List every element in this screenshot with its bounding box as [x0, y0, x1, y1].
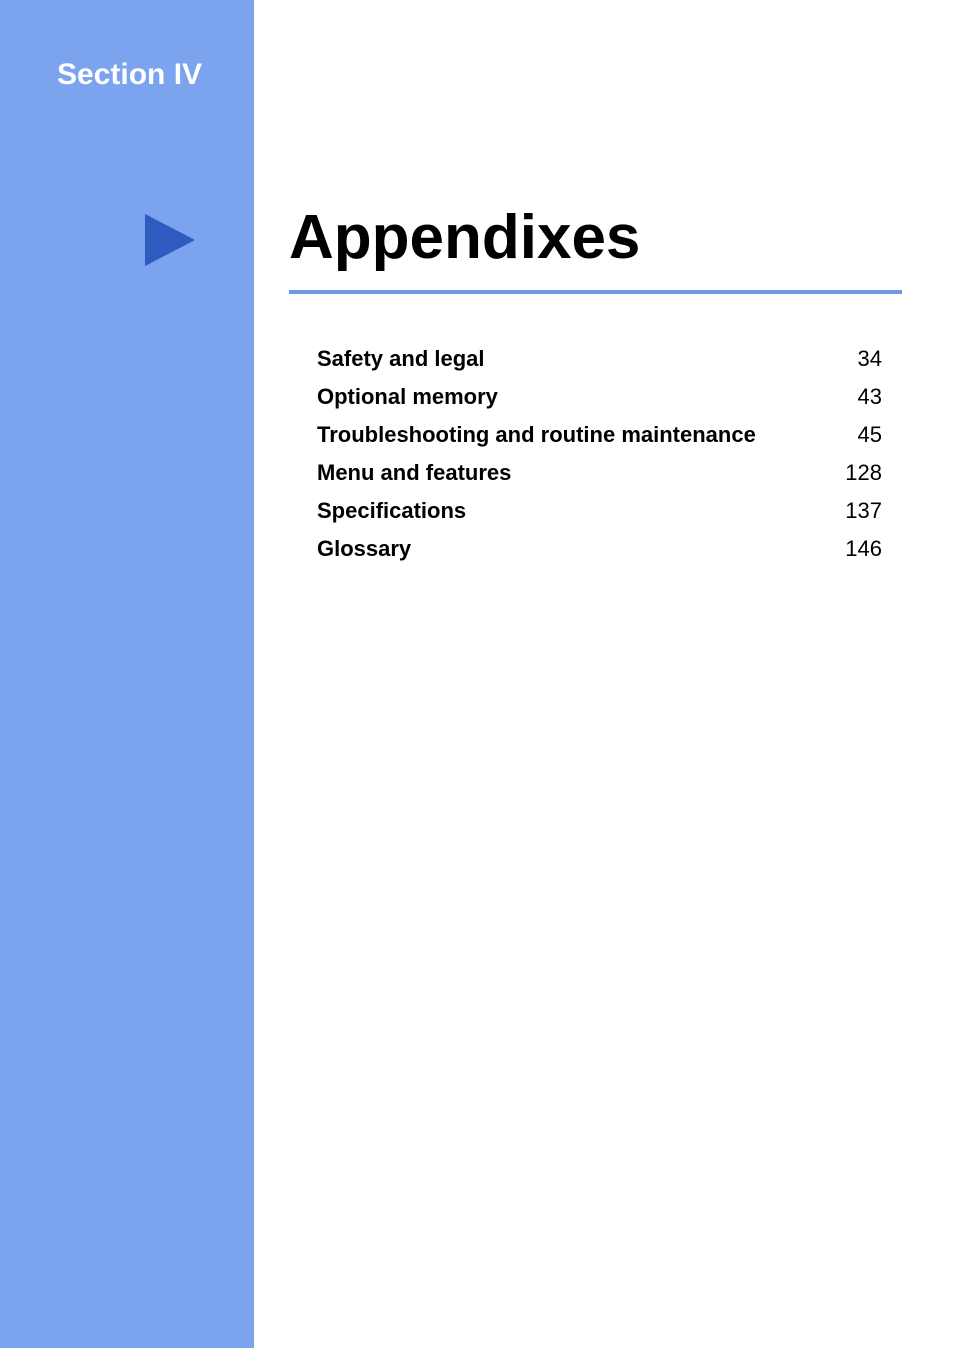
toc-entry: Safety and legal 34: [317, 346, 882, 372]
toc-label: Menu and features: [317, 460, 511, 486]
toc-page: 146: [832, 536, 882, 562]
toc-list: Safety and legal 34 Optional memory 43 T…: [317, 346, 882, 574]
toc-page: 34: [832, 346, 882, 372]
toc-label: Specifications: [317, 498, 466, 524]
toc-entry: Optional memory 43: [317, 384, 882, 410]
toc-entry: Glossary 146: [317, 536, 882, 562]
toc-entry: Specifications 137: [317, 498, 882, 524]
toc-label: Safety and legal: [317, 346, 485, 372]
toc-label: Optional memory: [317, 384, 498, 410]
toc-label: Troubleshooting and routine maintenance: [317, 422, 756, 448]
title-underline: [289, 290, 902, 294]
section-label: Section IV: [57, 58, 202, 92]
toc-page: 128: [832, 460, 882, 486]
toc-page: 45: [832, 422, 882, 448]
sidebar-band: [0, 0, 254, 1348]
toc-page: 43: [832, 384, 882, 410]
toc-page: 137: [832, 498, 882, 524]
toc-label: Glossary: [317, 536, 411, 562]
page-title: Appendixes: [289, 202, 640, 273]
toc-entry: Troubleshooting and routine maintenance …: [317, 422, 882, 448]
play-arrow-icon: [143, 212, 197, 273]
toc-entry: Menu and features 128: [317, 460, 882, 486]
